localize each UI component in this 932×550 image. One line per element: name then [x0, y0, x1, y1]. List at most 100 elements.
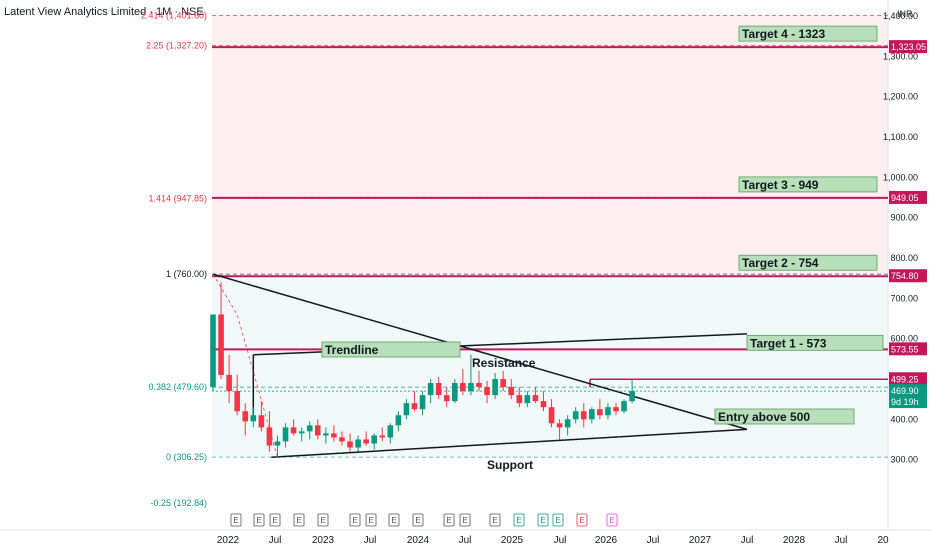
- y-tick-label: 700.00: [890, 293, 918, 303]
- y-tick-label: 1,000.00: [883, 172, 918, 182]
- candle-body: [411, 403, 418, 410]
- candle-body: [250, 415, 257, 422]
- candle-body: [266, 427, 273, 446]
- candle-body: [516, 395, 523, 404]
- candle-body: [387, 425, 394, 438]
- candle-body: [395, 415, 402, 426]
- candle-body: [314, 425, 321, 436]
- target-note-label: Target 2 - 754: [742, 256, 819, 270]
- candle-body: [613, 407, 619, 412]
- candle-body: [556, 423, 563, 428]
- candle-body: [258, 415, 265, 428]
- earnings-event-label: E: [320, 516, 325, 525]
- candle-body: [347, 441, 353, 448]
- x-tick-label: 2025: [501, 535, 524, 546]
- x-tick-label: 2028: [783, 535, 806, 546]
- candle-body: [234, 391, 240, 412]
- x-tick-label: Jul: [554, 535, 567, 546]
- candle-body: [532, 395, 539, 402]
- candle-body: [427, 383, 434, 396]
- candle-body: [403, 403, 410, 416]
- candle-body: [218, 314, 224, 375]
- target-price-tag-bg: [889, 269, 927, 283]
- earnings-event-label: E: [609, 516, 614, 525]
- candle-body: [210, 314, 216, 388]
- earnings-event-icon: [412, 513, 424, 527]
- earnings-event-icon: [606, 513, 618, 527]
- candle-body: [589, 409, 595, 420]
- candle-body: [508, 387, 515, 396]
- y-tick-label: 1,200.00: [883, 92, 918, 102]
- earnings-event-icon: [269, 513, 281, 527]
- x-tick-label: Jul: [364, 535, 377, 546]
- candle-body: [306, 425, 313, 432]
- y-tick-label: 300.00: [890, 455, 918, 465]
- fib-zone-lower: [212, 274, 888, 458]
- earnings-event-label: E: [368, 516, 373, 525]
- earnings-event-icon: [253, 513, 265, 527]
- candle-body: [443, 395, 450, 402]
- x-tick-label: 20: [877, 535, 889, 546]
- candle-body: [452, 383, 458, 402]
- last-price-tag: 469.90: [891, 386, 919, 396]
- target-note-label: Target 3 - 949: [742, 178, 819, 192]
- candle-body: [355, 439, 361, 448]
- countdown-tag: 9d 19h: [891, 397, 919, 407]
- candle-body: [379, 435, 386, 438]
- earnings-event-label: E: [516, 516, 521, 525]
- target-price-tag: 754.80: [891, 271, 919, 281]
- fib-zone-upper: [212, 15, 888, 275]
- target-price-tag-bg: [889, 40, 927, 54]
- target-price-tag: 949.05: [891, 193, 919, 203]
- x-tick-label: Jul: [647, 535, 660, 546]
- y-tick-label: 1,300.00: [883, 51, 918, 61]
- candle-body: [580, 411, 587, 420]
- fib-level-label: -0.25 (192.84): [150, 498, 207, 508]
- earnings-event-icon: [388, 513, 400, 527]
- candle-body: [621, 401, 627, 412]
- candle-body: [460, 383, 466, 392]
- trendline-note-box: [321, 341, 461, 358]
- earnings-event-label: E: [540, 516, 545, 525]
- candle-body: [371, 435, 377, 444]
- earnings-event-label: E: [446, 516, 451, 525]
- candle-body: [476, 383, 482, 388]
- earnings-event-icon: [459, 513, 471, 527]
- candle-body: [331, 433, 337, 438]
- earnings-event-label: E: [256, 516, 261, 525]
- candle-body: [339, 437, 345, 442]
- entry-price-tag: 499.25: [891, 374, 919, 384]
- support-line: [271, 428, 748, 458]
- entry-note-box: [714, 408, 855, 425]
- target-note-box: [746, 334, 884, 351]
- fib-level-label: 1.414 (947.85): [148, 193, 207, 203]
- earnings-event-icon: [537, 513, 549, 527]
- earnings-event-label: E: [555, 516, 560, 525]
- earnings-event-label: E: [233, 516, 238, 525]
- entry-note-label: Entry above 500: [718, 410, 810, 424]
- earnings-event-icon: [576, 513, 588, 527]
- candle-body: [500, 378, 506, 388]
- target-price-tag: 1,323.05: [891, 42, 926, 52]
- entry-price-tag-bg: [889, 372, 927, 386]
- x-tick-label: 2027: [689, 535, 712, 546]
- target-price-tag-bg: [889, 342, 927, 356]
- earnings-event-icon: [293, 513, 305, 527]
- candle-body: [492, 378, 498, 396]
- earnings-event-icon: [552, 513, 564, 527]
- support-label: Support: [487, 458, 533, 472]
- x-tick-label: 2023: [312, 535, 335, 546]
- target-note-box: [738, 176, 878, 193]
- fib-level-label: 2.414 (1,401.60): [141, 10, 207, 20]
- x-tick-label: Jul: [269, 535, 282, 546]
- fib-level-label: 0 (306.25): [166, 452, 207, 462]
- earnings-event-label: E: [296, 516, 301, 525]
- candle-body: [548, 407, 555, 424]
- earnings-event-label: E: [352, 516, 357, 525]
- candle-body: [629, 391, 635, 402]
- y-tick-label: 1,400.00: [883, 11, 918, 21]
- target-note-label: Target 4 - 1323: [742, 27, 825, 41]
- y-tick-label: 900.00: [890, 213, 918, 223]
- resistance-label: Resistance: [472, 356, 536, 370]
